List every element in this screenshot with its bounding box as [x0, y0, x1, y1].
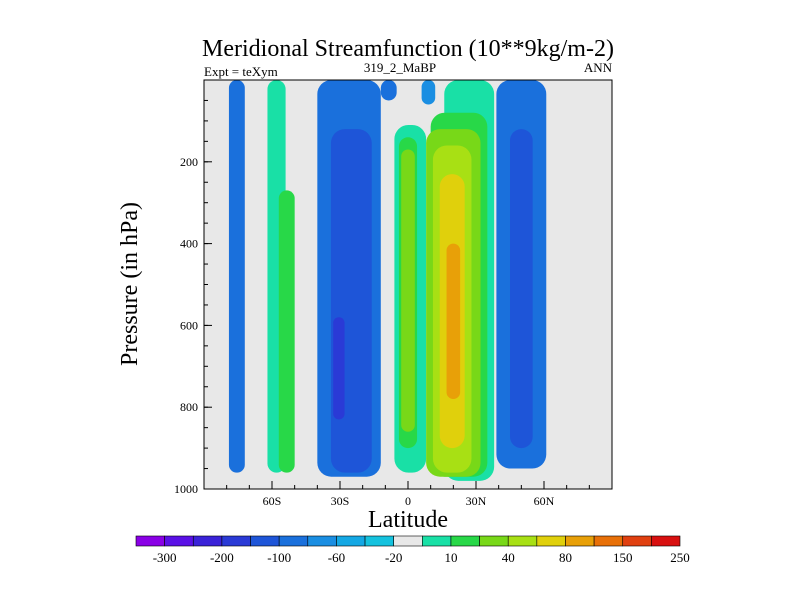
contour-cell-18 — [510, 129, 533, 449]
axes: 200 400 600 800 1000 60S 30S 0 30N 60N — [174, 79, 613, 508]
colorbar-swatch — [593, 535, 624, 547]
contour-cells — [228, 80, 547, 481]
colorbar-swatch — [221, 535, 251, 547]
colorbar-label: 250 — [670, 550, 690, 565]
y-tick-label: 600 — [180, 318, 198, 332]
experiment-label: Expt = teXym — [204, 64, 278, 79]
y-tick-label: 1000 — [174, 482, 198, 496]
colorbar-swatch — [250, 535, 280, 547]
colorbar-swatch — [479, 535, 509, 547]
colorbar: -300 -200 -100 -60 -20 10 40 80 150 250 — [135, 535, 690, 565]
colorbar-label: 150 — [613, 550, 633, 565]
colorbar-label: -20 — [385, 550, 402, 565]
y-axis-label: Pressure (in hPa) — [117, 202, 143, 366]
contour-cell-0 — [228, 80, 245, 473]
colorbar-swatch — [536, 535, 566, 547]
colorbar-label: -300 — [153, 550, 177, 565]
colorbar-label: 40 — [502, 550, 515, 565]
colorbar-swatch — [278, 535, 309, 547]
x-tick-label: 60N — [534, 494, 555, 508]
chart-title: Meridional Streamfunction (10**9kg/m-2) — [202, 36, 614, 62]
contour-cell-10 — [421, 80, 436, 105]
colorbar-swatch — [651, 535, 681, 547]
x-axis-label: Latitude — [368, 507, 448, 533]
colorbar-swatch — [336, 535, 366, 547]
colorbar-swatch — [393, 535, 423, 547]
period-label: ANN — [584, 60, 613, 75]
colorbar-swatch — [135, 535, 165, 547]
contour-cell-2 — [278, 190, 295, 473]
colorbar-swatch — [507, 535, 538, 547]
y-tick-label: 800 — [180, 400, 198, 414]
colorbar-swatch — [422, 535, 452, 547]
contour-cell-9 — [401, 149, 415, 432]
run-label: 319_2_MaBP — [364, 60, 436, 75]
colorbar-swatch — [450, 535, 480, 547]
colorbar-label: -200 — [210, 550, 234, 565]
colorbar-swatch — [307, 535, 337, 547]
contour-cell-5 — [333, 317, 345, 420]
x-tick-label: 60S — [263, 494, 282, 508]
contour-cell-16 — [446, 243, 461, 400]
y-tick-label: 200 — [180, 155, 198, 169]
x-tick-label: 30S — [331, 494, 350, 508]
colorbar-swatch — [565, 535, 595, 547]
colorbar-label: 80 — [559, 550, 572, 565]
contour-cell-6 — [380, 80, 397, 101]
x-tick-label: 30N — [466, 494, 487, 508]
colorbar-label: 10 — [444, 550, 457, 565]
colorbar-swatch — [622, 535, 652, 547]
colorbar-label: -60 — [328, 550, 345, 565]
y-tick-label: 400 — [180, 237, 198, 251]
colorbar-swatch — [364, 535, 394, 547]
colorbar-swatch — [192, 535, 223, 547]
colorbar-label: -100 — [267, 550, 291, 565]
colorbar-swatch — [164, 535, 194, 547]
x-tick-label: 0 — [405, 494, 411, 508]
contour-cell-4 — [330, 129, 372, 473]
